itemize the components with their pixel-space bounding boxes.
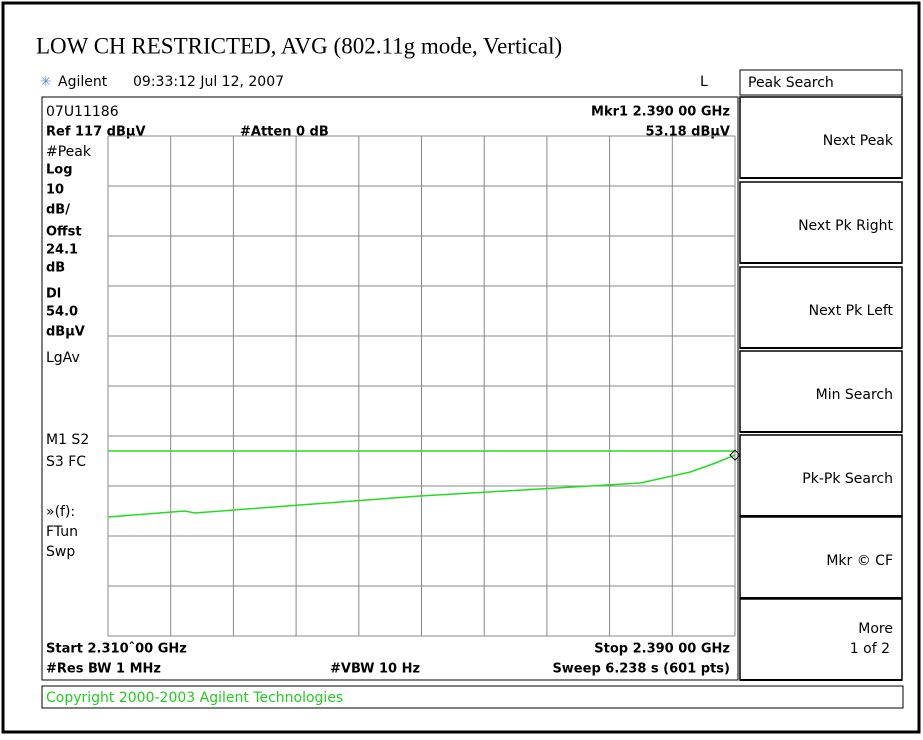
side-label: LgAv — [46, 350, 80, 366]
footer-box — [41, 685, 904, 709]
side-label: 24.1 — [46, 243, 78, 258]
side-label: Dl — [46, 287, 61, 302]
footer: Copyright 2000-2003 Agilent Technologies — [46, 690, 343, 706]
side-label: Offst — [46, 225, 82, 240]
file: 07U11186 — [46, 104, 119, 120]
screen-box — [41, 96, 739, 681]
time: 09:33:12 Jul 12, 2007 — [133, 74, 284, 90]
softkey[interactable] — [739, 96, 903, 179]
softkey-label[interactable]: Next Pk Right — [798, 218, 893, 234]
side-label: #Peak — [46, 144, 92, 160]
softkey[interactable] — [739, 181, 903, 264]
res-bw: #Res BW 1 MHz — [46, 662, 161, 677]
brand: Agilent — [58, 74, 108, 90]
mode: L — [700, 74, 708, 90]
softkey-label[interactable]: Next Pk Left — [809, 303, 894, 319]
softkey[interactable] — [739, 266, 903, 349]
side-label: Log — [46, 163, 73, 178]
start: Start 2.310ˆ00 GHz — [46, 642, 187, 657]
softkey-label[interactable]: Mkr © CF — [826, 553, 893, 569]
softkey[interactable] — [739, 516, 903, 599]
side-label: S3 FC — [46, 454, 86, 470]
softkey-label[interactable]: Pk-Pk Search — [802, 471, 893, 487]
side-label: Swp — [46, 544, 75, 560]
logo: ✳ — [40, 74, 52, 90]
softkey-label[interactable]: More — [858, 621, 893, 637]
softkey-label[interactable]: Min Search — [816, 387, 893, 403]
softkey[interactable] — [739, 598, 903, 681]
softkey-sublabel: 1 of 2 — [850, 641, 890, 657]
softkey-label[interactable]: Next Peak — [823, 133, 894, 149]
side-label: M1 S2 — [46, 432, 89, 448]
trace — [107, 454, 736, 518]
softkey[interactable] — [739, 434, 903, 517]
side-label: »(f): — [46, 504, 75, 520]
side-label: dBµV — [46, 325, 85, 340]
atten: #Atten 0 dB — [240, 125, 329, 140]
side-label: 54.0 — [46, 305, 78, 320]
title: LOW CH RESTRICTED, AVG (802.11g mode, Ve… — [36, 33, 562, 58]
stop: Stop 2.390 00 GHz — [594, 642, 730, 657]
vbw: #VBW 10 Hz — [330, 662, 420, 677]
side-label: 10 — [46, 183, 64, 198]
marker-value: 53.18 dBµV — [646, 125, 731, 140]
marker: Mkr1 2.390 00 GHz — [591, 105, 730, 120]
ref: Ref 117 dBµV — [46, 125, 146, 140]
side-label: dB — [46, 261, 65, 276]
side-label: dB/ — [46, 203, 70, 218]
menu-title-box — [739, 69, 903, 96]
menu-title: Peak Search — [748, 75, 834, 91]
side-label: FTun — [46, 524, 78, 540]
softkey[interactable] — [739, 350, 903, 433]
sweep: Sweep 6.238 s (601 pts) — [552, 662, 730, 677]
